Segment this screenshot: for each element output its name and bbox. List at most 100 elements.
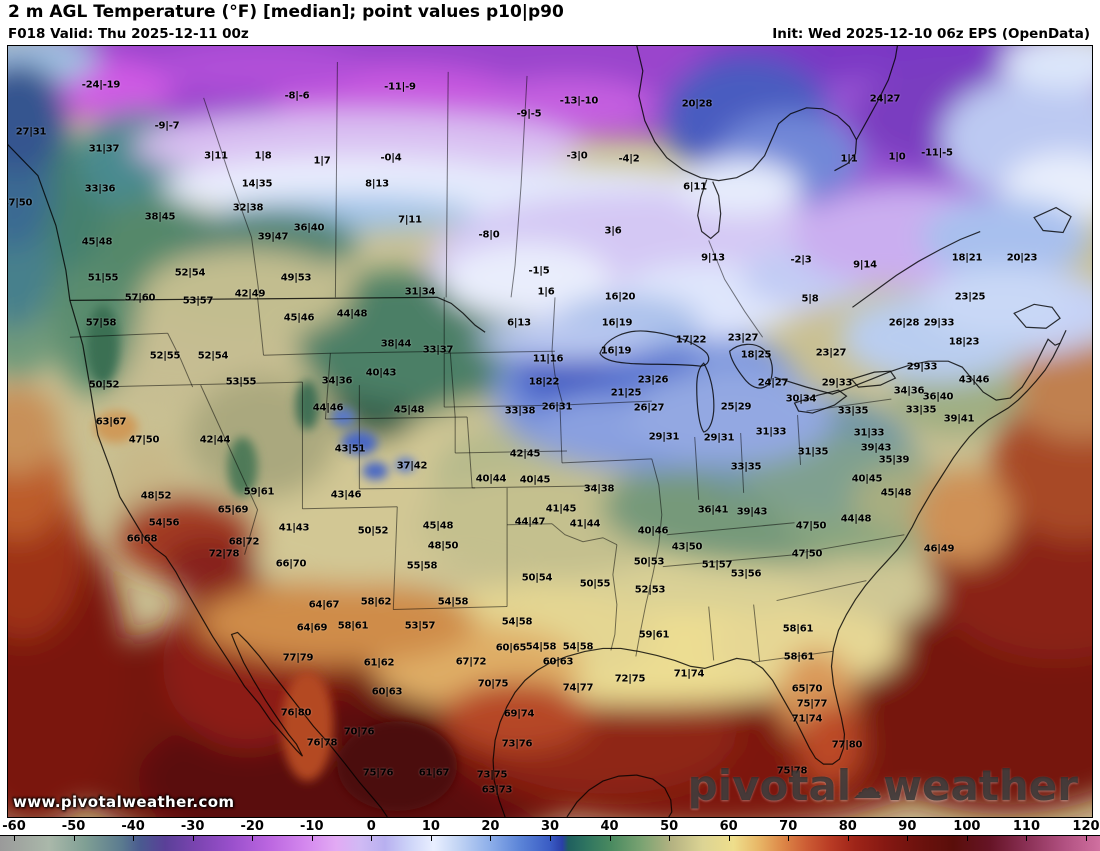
point-value-label: 47|50 bbox=[128, 434, 160, 446]
point-value-label: 39|43 bbox=[860, 442, 892, 454]
point-value-label: 76|78 bbox=[306, 737, 338, 749]
colorbar-tick-label: -10 bbox=[300, 819, 324, 834]
colorbar-tick-label: 120 bbox=[1072, 819, 1100, 834]
point-value-label: 71|74 bbox=[673, 668, 705, 680]
point-value-label: 31|35 bbox=[797, 446, 829, 458]
colorbar-tick-mark bbox=[430, 836, 432, 841]
colorbar-tick-mark bbox=[133, 836, 135, 841]
point-value-label: 70|75 bbox=[477, 678, 509, 690]
point-value-label: 45|46 bbox=[283, 312, 315, 324]
point-value-label: 23|26 bbox=[637, 374, 669, 386]
point-value-label: 48|50 bbox=[427, 540, 459, 552]
colorbar-tick-mark bbox=[252, 836, 254, 841]
point-value-label: 40|45 bbox=[519, 474, 551, 486]
point-value-label: 63|73 bbox=[481, 784, 513, 796]
point-value-label: 20|28 bbox=[681, 98, 713, 110]
colorbar-tick-label: 20 bbox=[481, 819, 500, 834]
colorbar-tick-label: 80 bbox=[838, 819, 857, 834]
colorbar-tick-label: 0 bbox=[366, 819, 376, 834]
point-value-label: 47|50 bbox=[8, 197, 33, 209]
point-value-label: 41|43 bbox=[278, 522, 310, 534]
point-value-label: 45|48 bbox=[81, 236, 113, 248]
watermark-url: www.pivotalweather.com bbox=[13, 793, 235, 811]
point-value-label: 41|45 bbox=[545, 503, 577, 515]
point-value-label: 57|58 bbox=[85, 317, 117, 329]
point-value-label: 65|70 bbox=[791, 683, 823, 695]
point-value-label: 45|48 bbox=[880, 487, 912, 499]
point-value-label: 50|53 bbox=[633, 556, 665, 568]
colorbar-tick-label: 100 bbox=[953, 819, 981, 834]
point-value-label: 24|27 bbox=[757, 377, 789, 389]
point-value-label: 1|1 bbox=[840, 153, 858, 165]
colorbar-tick-mark bbox=[371, 836, 373, 841]
point-value-label: 59|61 bbox=[243, 486, 275, 498]
point-value-label: 66|68 bbox=[126, 533, 158, 545]
point-value-label: 34|36 bbox=[321, 375, 353, 387]
point-value-label: 66|70 bbox=[275, 558, 307, 570]
point-value-label: 49|53 bbox=[280, 272, 312, 284]
point-value-label: 52|54 bbox=[197, 350, 229, 362]
colorbar-tick-label: 50 bbox=[660, 819, 679, 834]
point-value-label: 6|13 bbox=[507, 317, 531, 329]
colorbar-gradient bbox=[0, 835, 1100, 851]
point-value-label: -0|4 bbox=[380, 152, 402, 164]
colorbar-tick-mark bbox=[847, 836, 849, 841]
point-value-label: 32|38 bbox=[232, 202, 264, 214]
point-value-label: 18|23 bbox=[948, 336, 980, 348]
point-value-label: 77|79 bbox=[282, 652, 314, 664]
point-value-label: 31|34 bbox=[404, 286, 436, 298]
pivotalweather-logo: pivotal☁weather bbox=[688, 765, 1078, 807]
point-value-label: 39|41 bbox=[943, 413, 975, 425]
point-values-layer: -24|-19 -8|-6 -11|-9 -13|-10 20|28 24|27 27|31… bbox=[8, 46, 1092, 817]
point-value-label: -8|0 bbox=[478, 229, 500, 241]
point-value-label: 51|57 bbox=[701, 559, 733, 571]
point-value-label: 34|36 bbox=[893, 385, 925, 397]
logo-cloud-icon: ☁ bbox=[852, 770, 883, 806]
point-value-label: -11|-5 bbox=[921, 147, 953, 159]
point-value-label: 33|37 bbox=[422, 344, 454, 356]
point-value-label: 77|80 bbox=[831, 739, 863, 751]
colorbar-tick-label: 10 bbox=[421, 819, 440, 834]
point-value-label: 53|57 bbox=[182, 295, 214, 307]
point-value-label: 16|20 bbox=[604, 291, 636, 303]
point-value-label: 39|43 bbox=[736, 506, 768, 518]
point-value-label: -9|-5 bbox=[516, 108, 542, 120]
colorbar-tick-mark bbox=[788, 836, 790, 841]
point-value-label: 36|41 bbox=[697, 504, 729, 516]
point-value-label: 52|53 bbox=[634, 584, 666, 596]
point-value-label: 46|49 bbox=[923, 543, 955, 555]
point-value-label: 60|65 bbox=[495, 642, 527, 654]
page-title: 2 m AGL Temperature (°F) [median]; point… bbox=[8, 2, 564, 22]
point-value-label: 21|25 bbox=[610, 387, 642, 399]
point-value-label: 14|35 bbox=[241, 178, 273, 190]
point-value-label: 70|76 bbox=[343, 726, 375, 738]
point-value-label: -8|-6 bbox=[284, 90, 310, 102]
point-value-label: 42|44 bbox=[199, 434, 231, 446]
point-value-label: 8|13 bbox=[365, 178, 389, 190]
point-value-label: 45|48 bbox=[393, 404, 425, 416]
point-value-label: 47|50 bbox=[791, 548, 823, 560]
colorbar-tick-label: 110 bbox=[1012, 819, 1041, 834]
point-value-label: 42|49 bbox=[234, 288, 266, 300]
point-value-label: 52|55 bbox=[149, 350, 181, 362]
colorbar-tick-mark bbox=[192, 836, 194, 841]
point-value-label: 24|27 bbox=[869, 93, 901, 105]
point-value-label: 45|48 bbox=[422, 520, 454, 532]
point-value-label: 42|45 bbox=[509, 448, 541, 460]
point-value-label: 16|19 bbox=[601, 317, 633, 329]
point-value-label: 44|46 bbox=[312, 402, 344, 414]
point-value-label: 36|40 bbox=[922, 391, 954, 403]
point-value-label: 57|60 bbox=[124, 292, 156, 304]
colorbar-tick-label: 70 bbox=[779, 819, 798, 834]
point-value-label: 60|63 bbox=[542, 656, 574, 668]
point-value-label: -24|-19 bbox=[81, 79, 121, 91]
point-value-label: 31|37 bbox=[88, 143, 120, 155]
point-value-label: 61|67 bbox=[418, 767, 450, 779]
point-value-label: -13|-10 bbox=[559, 95, 599, 107]
point-value-label: 26|27 bbox=[633, 402, 665, 414]
point-value-label: 43|46 bbox=[330, 489, 362, 501]
point-value-label: 73|75 bbox=[476, 769, 508, 781]
title-bar: 2 m AGL Temperature (°F) [median]; point… bbox=[0, 0, 1100, 45]
point-value-label: 38|45 bbox=[144, 211, 176, 223]
colorbar-tick-label: -40 bbox=[121, 819, 145, 834]
